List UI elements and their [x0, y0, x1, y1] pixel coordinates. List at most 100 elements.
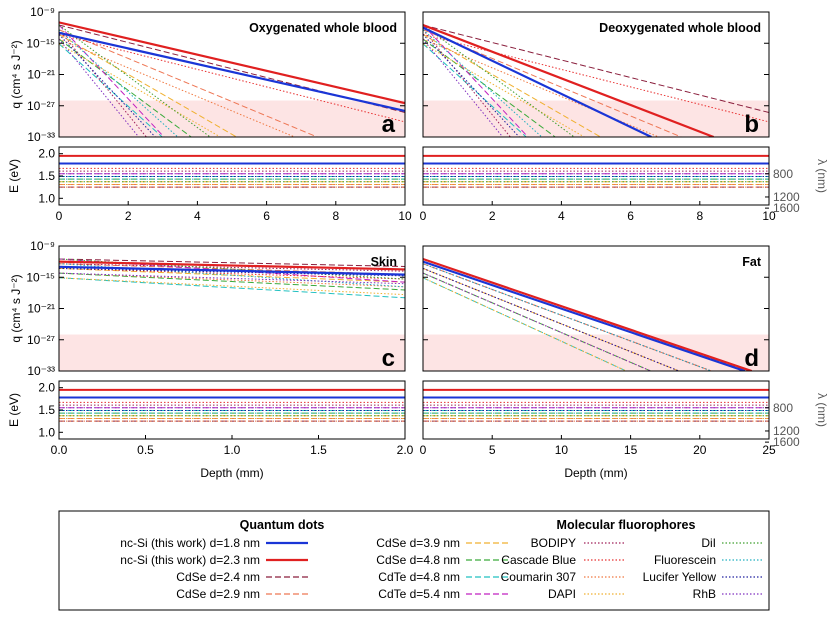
e-tick-label: 2.0 — [38, 147, 55, 161]
lambda-tick-label: 1200 — [773, 190, 800, 204]
x-tick-label: 2 — [489, 209, 496, 223]
panel-a: 10⁻⁹ 10⁻¹⁵ 10⁻²¹ 10⁻²⁷ 10⁻³³ Oxygenated whole… — [26, 5, 406, 144]
panel-title: Fat — [742, 255, 762, 269]
e-tick-label: 1.5 — [38, 403, 55, 417]
curve-lucifer-yellow — [423, 267, 681, 371]
x-tick-label: 8 — [696, 209, 703, 223]
curve-cdse-d-4-8-nm — [59, 272, 405, 291]
y-tick-label: 10⁻¹⁵ — [26, 36, 55, 50]
legend-qd-title: Quantum dots — [240, 518, 325, 532]
x-tick-label: 1.5 — [310, 443, 327, 457]
curve-cdse-d-2-4-nm — [423, 24, 769, 114]
legend: Quantum dots Molecular fluorophores nc-Si … — [58, 510, 770, 611]
x-tick-label: 25 — [762, 443, 776, 457]
legend-label: RhB — [693, 587, 716, 601]
panel-letter: d — [744, 345, 759, 372]
x-tick-label: 6 — [627, 209, 634, 223]
curve-cdse-d-4-8-nm — [59, 38, 193, 137]
lambda-tick-label: 1600 — [773, 201, 800, 215]
legend-box — [58, 510, 770, 611]
y-tick-label: 10⁻²⁷ — [27, 99, 55, 113]
curves — [59, 21, 405, 137]
curve-nc-si-1p8 — [423, 260, 746, 371]
legend-label: CdSe d=2.4 nm — [176, 570, 260, 584]
x-tick-label: 1.0 — [224, 443, 241, 457]
curve-cdse-d-3-9-nm — [423, 33, 602, 137]
lambda-axis-label: λ (nm) — [815, 393, 829, 427]
shaded-region — [59, 100, 405, 137]
panel-b: Deoxygenated whole blood b — [422, 11, 770, 138]
legend-label: CdTe d=5.4 nm — [378, 587, 460, 601]
e-tick-label: 1.5 — [38, 169, 55, 183]
curve-lucifer-yellow — [423, 34, 520, 137]
y-tick-label: 10⁻⁹ — [30, 239, 55, 253]
x-tick-label: 10 — [398, 209, 412, 223]
curve-bodipy — [423, 29, 511, 137]
panel-title: Oxygenated whole blood — [249, 21, 397, 35]
curve-cdse-d-4-8-nm — [423, 38, 557, 137]
panel-c: 10⁻⁹ 10⁻¹⁵ 10⁻²¹ 10⁻²⁷ 10⁻³³ Skin c — [26, 239, 406, 378]
curve-fluorescein — [59, 29, 179, 137]
legend-mol-title: Molecular fluorophores — [557, 518, 696, 532]
legend-label: Cascade Blue — [501, 553, 576, 567]
curve-lucifer-yellow — [59, 34, 156, 137]
panel-letter: b — [744, 111, 759, 138]
x-tick-label: 4 — [558, 209, 565, 223]
x-tick-label: 10 — [762, 209, 776, 223]
shaded-region — [423, 334, 769, 371]
curve-rhb — [59, 38, 140, 137]
panel-title: Skin — [371, 255, 397, 269]
legend-label: nc-Si (this work) d=2.3 nm — [120, 553, 260, 567]
x-tick-label: 15 — [624, 443, 638, 457]
curve-nc-si-1p8 — [423, 26, 652, 137]
legend-label: DiI — [701, 536, 716, 550]
q-axis-label: q (cm⁴ s J⁻²) — [9, 274, 23, 342]
curve-dapi — [423, 43, 586, 137]
x-axis-label: Depth (mm) — [564, 466, 627, 480]
curve-rhb — [59, 272, 405, 285]
x-tick-label: 0 — [420, 443, 427, 457]
lambda-tick-label: 1200 — [773, 424, 800, 438]
curve-fluorescein — [423, 29, 543, 137]
legend-label: Lucifer Yellow — [643, 570, 717, 584]
panel-d: Fat d — [422, 245, 770, 372]
curves — [423, 257, 753, 371]
lambda-axis-label: λ (nm) — [815, 159, 829, 193]
e-tick-label: 2.0 — [38, 381, 55, 395]
curve-dii — [423, 24, 576, 137]
x-tick-label: 0 — [56, 209, 63, 223]
legend-label: Coumarin 307 — [501, 570, 577, 584]
curve-dapi — [59, 43, 222, 137]
curve-bodipy — [59, 29, 147, 137]
y-tick-label: 10⁻³³ — [27, 130, 55, 144]
curve-cdse-d-2-9-nm — [423, 263, 713, 371]
curve-cdse-d-3-9-nm — [59, 33, 238, 137]
x-tick-label: 6 — [263, 209, 270, 223]
curve-cascade-blue — [59, 267, 405, 280]
y-tick-label: 10⁻⁹ — [30, 5, 55, 19]
lambda-tick-label: 1600 — [773, 435, 800, 449]
curve-bodipy — [59, 263, 405, 272]
q-axis-label: q (cm⁴ s J⁻²) — [9, 40, 23, 108]
y-tick-label: 10⁻¹⁵ — [26, 270, 55, 284]
curve-nc-si-2p3 — [423, 23, 715, 137]
panel-letter: a — [382, 111, 396, 138]
x-axis-label: Depth (mm) — [200, 466, 263, 480]
x-tick-label: 10 — [555, 443, 569, 457]
legend-label: nc-Si (this work) d=1.8 nm — [120, 536, 260, 550]
lambda-tick-label: 800 — [773, 401, 793, 415]
curve-cdte-d-4-8-nm — [59, 277, 405, 299]
y-tick-label: 10⁻²¹ — [27, 68, 55, 82]
legend-label: CdTe d=4.8 nm — [378, 570, 460, 584]
curve-nc-si-1p8 — [59, 265, 405, 276]
legend-label: CdSe d=3.9 nm — [376, 536, 460, 550]
curves — [59, 258, 405, 299]
legend-label: CdSe d=4.8 nm — [376, 553, 460, 567]
curve-nc-si-2p3 — [59, 21, 405, 105]
curve-nc-si-1p8 — [59, 31, 405, 113]
y-tick-label: 10⁻²¹ — [27, 302, 55, 316]
legend-label: CdSe d=2.9 nm — [176, 587, 260, 601]
